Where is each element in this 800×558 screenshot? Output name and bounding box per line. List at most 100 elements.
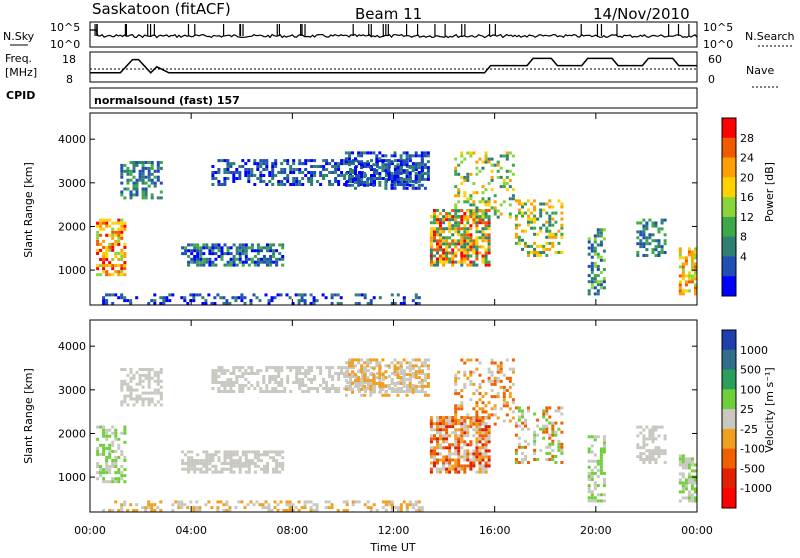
velocity-cell bbox=[387, 503, 391, 507]
velocity-cell bbox=[217, 459, 221, 463]
power-cell bbox=[678, 247, 682, 251]
power-cell bbox=[202, 243, 206, 247]
velocity-cell bbox=[642, 440, 646, 444]
power-cell bbox=[545, 247, 549, 251]
power-cell bbox=[312, 296, 316, 300]
power-cell bbox=[123, 255, 127, 258]
velocity-cell bbox=[651, 425, 655, 429]
velocity-cell bbox=[466, 376, 470, 380]
velocity-cell bbox=[678, 460, 682, 464]
power-cell bbox=[235, 177, 239, 180]
power-cell bbox=[271, 168, 275, 171]
velocity-cell bbox=[426, 384, 430, 388]
velocity-cell bbox=[214, 375, 218, 378]
velocity-cell bbox=[496, 379, 500, 383]
power-cell bbox=[472, 200, 476, 204]
velocity-cell bbox=[681, 475, 685, 479]
power-cell bbox=[96, 267, 100, 271]
power-cell bbox=[517, 202, 521, 206]
power-cell bbox=[560, 205, 564, 209]
power-cell bbox=[319, 174, 323, 177]
power-cell bbox=[472, 215, 476, 219]
velocity-cell bbox=[387, 364, 391, 368]
velocity-cell bbox=[496, 370, 500, 374]
velocity-cell bbox=[259, 369, 263, 373]
velocity-cell bbox=[463, 422, 467, 426]
velocity-ylabel: Slant Range [km] bbox=[22, 368, 35, 464]
power-cell bbox=[499, 166, 503, 170]
velocity-cell bbox=[250, 459, 254, 463]
velocity-cell bbox=[278, 453, 282, 457]
power-cell bbox=[657, 227, 661, 231]
velocity-cell bbox=[517, 415, 521, 419]
power-cell bbox=[357, 183, 361, 187]
velocity-cell bbox=[286, 381, 290, 384]
velocity-cell bbox=[310, 381, 314, 384]
velocity-cell bbox=[493, 407, 497, 411]
power-cell bbox=[241, 159, 245, 163]
power-cell bbox=[263, 246, 266, 250]
velocity-cell bbox=[451, 464, 455, 468]
power-cell bbox=[496, 163, 500, 167]
power-cell bbox=[642, 236, 646, 240]
power-cell bbox=[344, 157, 348, 161]
power-cell bbox=[517, 208, 521, 212]
power-cell bbox=[457, 260, 461, 264]
power-cell bbox=[466, 230, 470, 234]
power-cell bbox=[114, 242, 118, 246]
power-cell bbox=[276, 293, 280, 297]
power-cell bbox=[214, 252, 218, 256]
velocity-cell bbox=[147, 397, 151, 401]
velocity-cell bbox=[657, 446, 661, 450]
power-cell bbox=[348, 160, 351, 164]
power-cell bbox=[645, 242, 649, 246]
power-cell bbox=[141, 169, 145, 173]
power-cell bbox=[508, 212, 512, 216]
velocity-cell bbox=[360, 393, 364, 397]
power-cell bbox=[141, 166, 145, 170]
power-cell bbox=[281, 263, 285, 267]
velocity-cell bbox=[493, 395, 497, 399]
power-cell bbox=[269, 243, 273, 247]
velocity-cell bbox=[654, 428, 658, 432]
velocity-cell bbox=[414, 376, 418, 380]
power-cell bbox=[126, 172, 130, 176]
velocity-cell bbox=[472, 422, 476, 426]
power-cell bbox=[340, 162, 344, 166]
velocity-cell bbox=[463, 361, 467, 365]
velocity-cell bbox=[560, 448, 564, 452]
velocity-cell bbox=[681, 460, 685, 464]
power-cell bbox=[551, 211, 555, 215]
power-cbar-tick: 20 bbox=[740, 171, 754, 184]
velocity-cell bbox=[303, 503, 307, 507]
velocity-cell bbox=[123, 431, 127, 435]
velocity-cell bbox=[451, 419, 455, 423]
power-cell bbox=[262, 159, 266, 163]
velocity-cell bbox=[337, 390, 341, 393]
power-cell bbox=[193, 249, 197, 253]
power-cell bbox=[102, 258, 106, 261]
power-cell bbox=[381, 163, 385, 167]
power-cell bbox=[333, 293, 337, 297]
velocity-cell bbox=[524, 421, 527, 425]
power-cell bbox=[307, 180, 311, 183]
velocity-cell bbox=[384, 393, 388, 397]
power-cell bbox=[120, 221, 124, 225]
power-cell bbox=[542, 208, 546, 212]
velocity-cell bbox=[129, 394, 133, 398]
power-cell bbox=[426, 175, 430, 178]
power-cell bbox=[390, 172, 394, 175]
velocity-cell bbox=[274, 390, 278, 393]
power-cell bbox=[328, 183, 332, 186]
velocity-cell bbox=[369, 390, 373, 394]
velocity-cell bbox=[381, 373, 385, 377]
velocity-cell bbox=[502, 385, 506, 389]
power-cell bbox=[297, 302, 301, 305]
velocity-cell bbox=[123, 382, 127, 386]
power-cell bbox=[457, 248, 461, 252]
power-cell bbox=[253, 249, 257, 253]
velocity-cell bbox=[123, 440, 127, 444]
velocity-cell bbox=[393, 367, 397, 371]
power-cell bbox=[229, 257, 233, 261]
power-cell bbox=[234, 299, 238, 303]
